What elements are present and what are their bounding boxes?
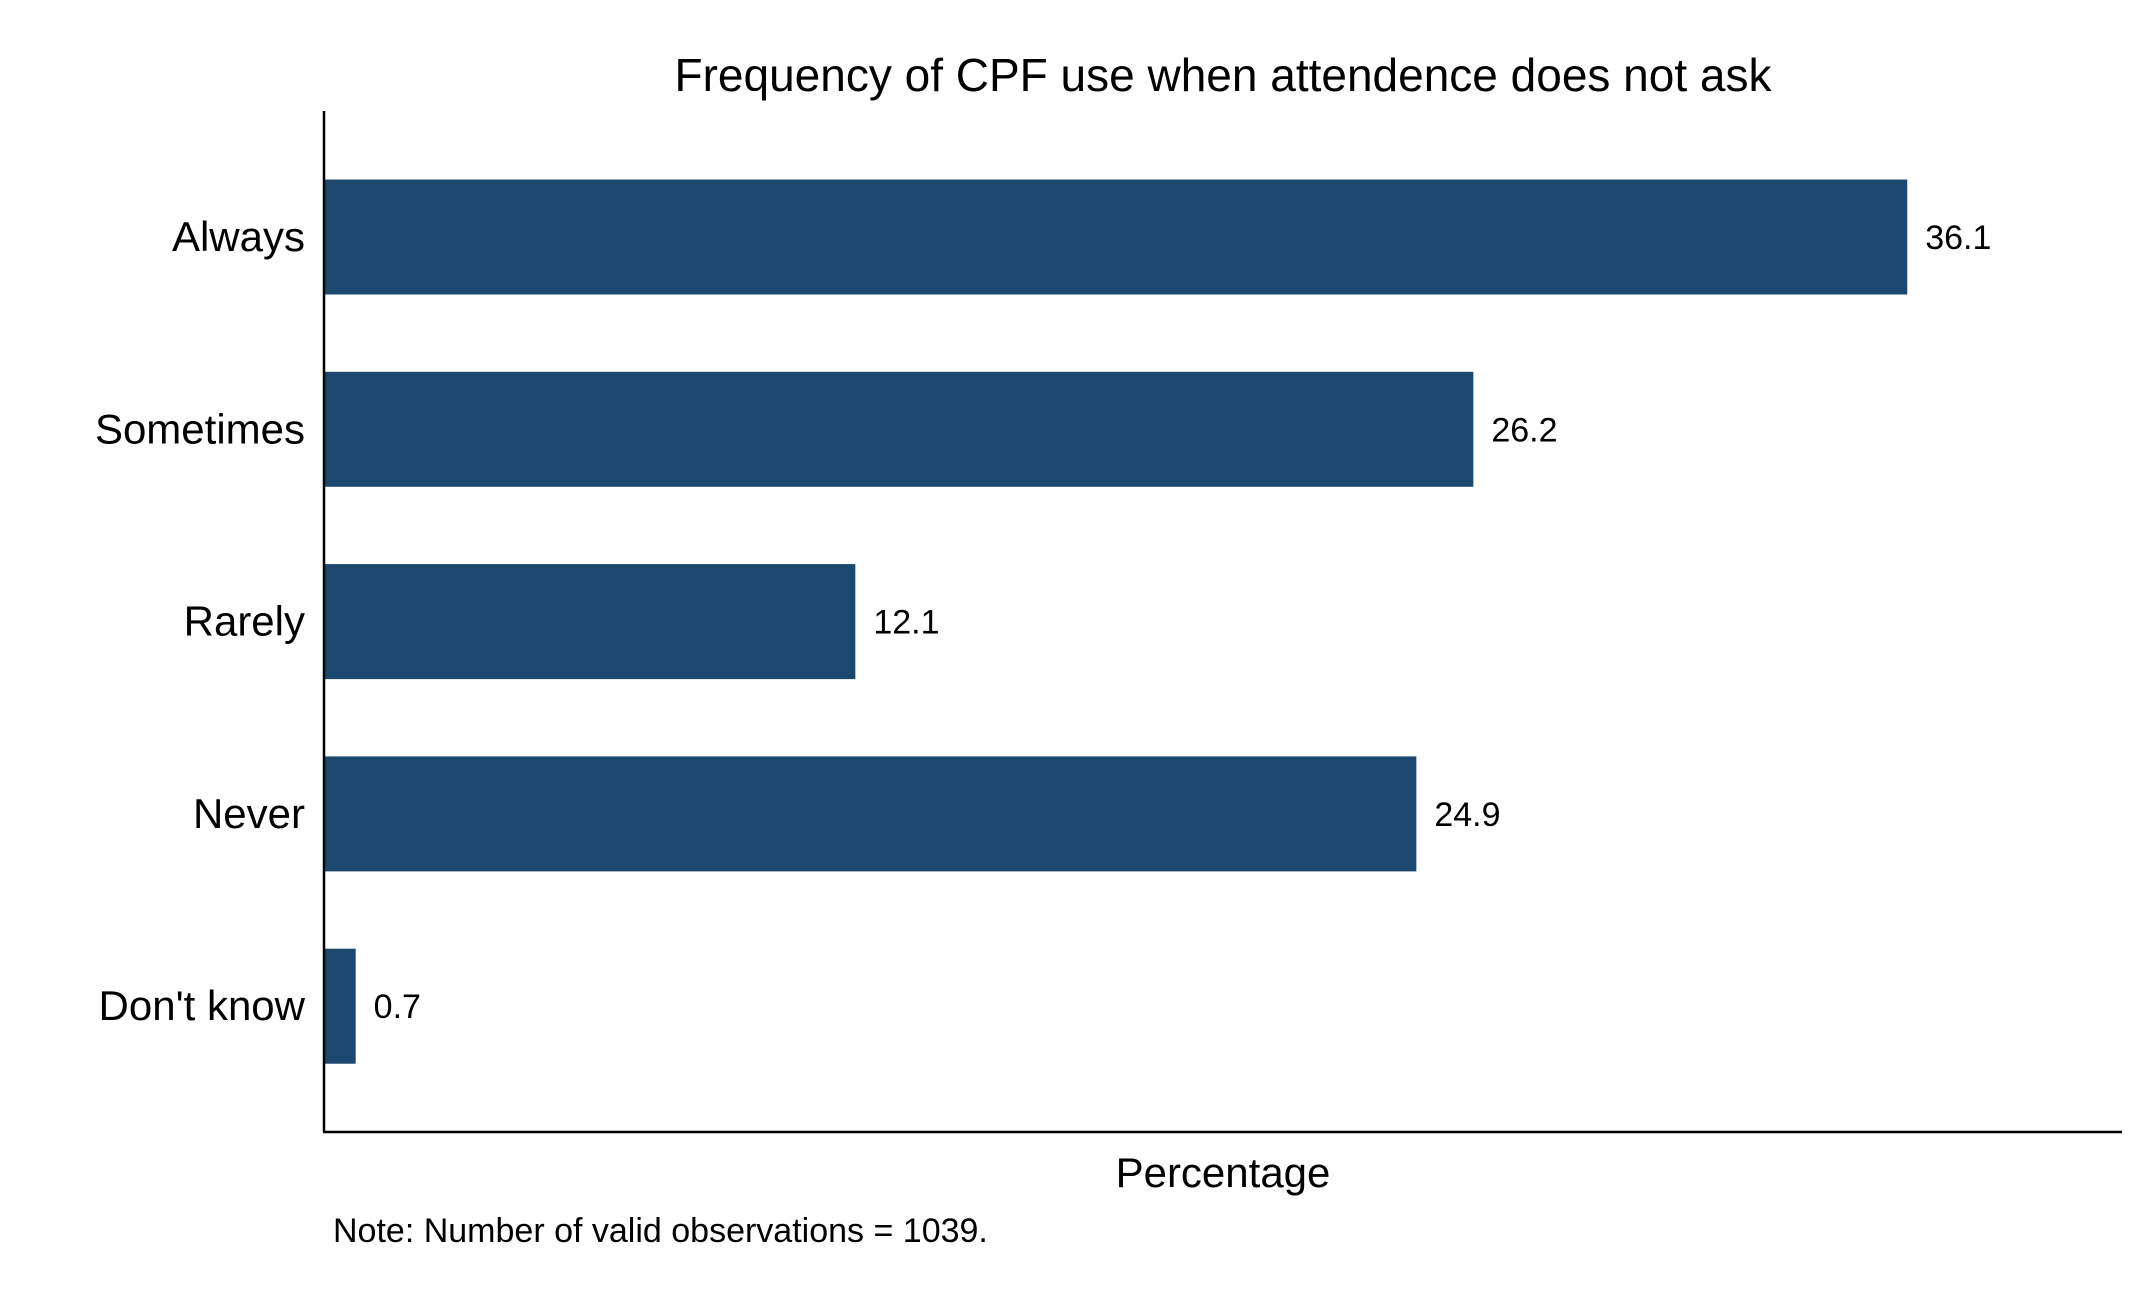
- bar-value-label-never: 24.9: [1434, 796, 1500, 834]
- chart-note: Note: Number of valid observations = 103…: [333, 1212, 988, 1250]
- bar-value-label-rarely: 12.1: [873, 604, 939, 642]
- category-label-don-t-know: Don't know: [99, 982, 306, 1029]
- bar-sometimes: [325, 371, 1474, 487]
- bar-rarely: [325, 564, 856, 680]
- bar-don-t-know: [325, 948, 356, 1064]
- chart-title: Frequency of CPF use when attendence doe…: [675, 49, 1773, 101]
- category-label-never: Never: [193, 790, 305, 837]
- bars-layer: [325, 179, 1908, 1064]
- category-label-sometimes: Sometimes: [95, 405, 305, 452]
- x-axis-title: Percentage: [1116, 1149, 1331, 1196]
- bar-value-label-sometimes: 26.2: [1491, 411, 1557, 449]
- category-labels: Always Sometimes Rarely Never Don't know: [95, 213, 306, 1029]
- bar-value-label-don-t-know: 0.7: [374, 988, 421, 1026]
- bar-always: [325, 179, 1908, 295]
- bar-value-labels: 36.1 26.2 12.1 24.9 0.7: [374, 219, 1992, 1026]
- category-label-rarely: Rarely: [184, 598, 305, 645]
- category-label-always: Always: [172, 213, 305, 260]
- bar-never: [325, 756, 1417, 872]
- bar-value-label-always: 36.1: [1925, 219, 1991, 257]
